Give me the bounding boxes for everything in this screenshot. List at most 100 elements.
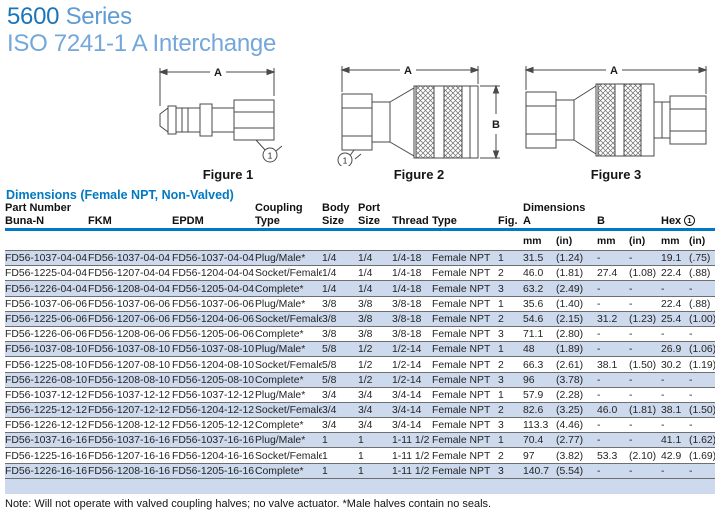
- cell-coupling-type: Complete*: [255, 417, 322, 433]
- cell-hex-in: -: [689, 417, 716, 433]
- header-a-in: (in): [556, 236, 573, 247]
- cell-hex-in: (1.62): [689, 432, 716, 448]
- cell-a-in: (3.25): [556, 401, 597, 418]
- cell-fkm: FD56-1208-06-06: [88, 325, 172, 342]
- header-coupling-line2: Type: [255, 214, 322, 231]
- header-epdm: EPDM: [172, 214, 255, 231]
- cell-epdm: FD56-1205-06-06: [172, 325, 255, 342]
- table-row: FD56-1225-12-12 FD56-1207-12-12 FD56-120…: [5, 401, 716, 418]
- cell-port-size: 3/8: [358, 325, 392, 342]
- table-row: FD56-1037-08-10 FD56-1037-08-10 FD56-103…: [5, 341, 716, 357]
- cell-coupling-type: Plug/Male*: [255, 249, 322, 266]
- cell-b-mm: -: [597, 386, 629, 403]
- table-body: FD56-1037-04-04 FD56-1037-04-04 FD56-103…: [5, 249, 716, 494]
- cell-port-size: 3/4: [358, 386, 392, 403]
- cell-b-in: -: [629, 280, 661, 297]
- cell-b-in: -: [629, 462, 661, 479]
- cell-hex-in: (1.06): [689, 341, 716, 357]
- cell-a-mm: 71.1: [523, 325, 556, 342]
- header-dim-b: B: [597, 214, 661, 231]
- cell-b-in: -: [629, 432, 661, 448]
- cell-port-size: 1/2: [358, 341, 392, 357]
- cell-type: Female NPT: [432, 447, 498, 464]
- cell-epdm: FD56-1204-04-04: [172, 265, 255, 281]
- cell-buna-n: FD56-1226-16-16: [5, 462, 88, 479]
- cell-b-mm: 53.3: [597, 447, 629, 464]
- cell-b-mm: 31.2: [597, 310, 629, 327]
- figure-2-dim-b-label: B: [492, 119, 500, 131]
- cell-a-in: (1.81): [556, 265, 597, 281]
- cell-type: Female NPT: [432, 462, 498, 479]
- cell-b-in: (2.10): [629, 447, 661, 464]
- cell-b-mm: -: [597, 295, 629, 312]
- header-coupling-line1: Coupling: [255, 202, 303, 214]
- cell-fkm: FD56-1207-08-10: [88, 356, 172, 372]
- cell-body-size: 5/8: [322, 371, 358, 388]
- cell-a-mm: 96: [523, 371, 556, 388]
- cell-hex-in: (1.00): [689, 310, 716, 327]
- header-body-line2: Size: [322, 214, 358, 231]
- cell-buna-n: FD56-1225-12-12: [5, 401, 88, 418]
- header-type: Type: [432, 214, 498, 231]
- cell-buna-n: FD56-1037-06-06: [5, 295, 88, 312]
- cell-thread: 1/2-14: [392, 371, 432, 388]
- cell-a-in: (2.77): [556, 432, 597, 448]
- cell-b-mm: -: [597, 280, 629, 297]
- cell-fkm: FD56-1208-04-04: [88, 280, 172, 297]
- cell-fig: 2: [498, 401, 523, 418]
- cell-body-size: 1/4: [322, 280, 358, 297]
- figure-2-drawing: A B 1: [337, 65, 500, 166]
- cell-buna-n: FD56-1037-08-10: [5, 341, 88, 357]
- cell-a-mm: 97: [523, 447, 556, 464]
- cell-buna-n: FD56-1037-16-16: [5, 432, 88, 448]
- cell-body-size: 3/8: [322, 325, 358, 342]
- cell-hex-mm: 22.4: [661, 265, 689, 281]
- cell-coupling-type: Socket/Female: [255, 310, 322, 327]
- cell-buna-n: FD56-1225-08-10: [5, 356, 88, 372]
- cell-body-size: 3/4: [322, 417, 358, 433]
- header-b-in: (in): [629, 236, 646, 247]
- cell-a-mm: 46.0: [523, 265, 556, 281]
- cell-b-in: -: [629, 417, 661, 433]
- series-word: Series: [65, 3, 133, 30]
- cell-epdm: FD56-1204-08-10: [172, 356, 255, 372]
- cell-a-mm: 35.6: [523, 295, 556, 312]
- cell-body-size: 3/4: [322, 386, 358, 403]
- cell-hex-mm: -: [661, 325, 689, 342]
- header-hex-mm: mm: [661, 236, 680, 247]
- cell-hex-mm: -: [661, 417, 689, 433]
- cell-b-mm: -: [597, 462, 629, 479]
- cell-a-in: (1.89): [556, 341, 597, 357]
- figure-3-dim-a-label: A: [610, 65, 618, 77]
- cell-hex-mm: 25.4: [661, 310, 689, 327]
- page-subtitle: ISO 7241-1 A Interchange: [7, 30, 276, 57]
- figure-1-dim-a-label: A: [214, 67, 222, 79]
- header-hex-in: (in): [689, 236, 706, 247]
- cell-hex-in: (1.50): [689, 401, 716, 418]
- cell-hex-mm: 26.9: [661, 341, 689, 357]
- cell-type: Female NPT: [432, 249, 498, 266]
- table-row: FD56-1225-06-06 FD56-1207-06-06 FD56-120…: [5, 310, 716, 327]
- cell-body-size: 3/4: [322, 401, 358, 418]
- cell-thread: 3/4-14: [392, 417, 432, 433]
- header-part-number: Part Number: [5, 202, 72, 214]
- cell-buna-n: FD56-1226-06-06: [5, 325, 88, 342]
- cell-thread: 3/4-14: [392, 386, 432, 403]
- cell-coupling-type: Plug/Male*: [255, 386, 322, 403]
- cell-buna-n: FD56-1226-04-04: [5, 280, 88, 297]
- cell-hex-in: (.75): [689, 249, 716, 266]
- cell-body-size: 1/4: [322, 249, 358, 266]
- cell-fkm: FD56-1207-16-16: [88, 447, 172, 464]
- table-row: FD56-1037-04-04 FD56-1037-04-04 FD56-103…: [5, 249, 716, 266]
- cell-a-in: (1.24): [556, 249, 597, 266]
- cell-port-size: 3/4: [358, 401, 392, 418]
- cell-thread: 1-11 1/2: [392, 462, 432, 479]
- figure-1-callout-1-icon: 1: [268, 151, 273, 161]
- cell-hex-mm: -: [661, 280, 689, 297]
- header-buna-n: Buna-N: [5, 214, 88, 231]
- cell-port-size: 1/2: [358, 356, 392, 372]
- table-row: FD56-1226-16-16 FD56-1208-16-16 FD56-120…: [5, 462, 716, 479]
- cell-b-in: (1.50): [629, 356, 661, 372]
- cell-coupling-type: Socket/Female: [255, 265, 322, 281]
- cell-b-in: -: [629, 386, 661, 403]
